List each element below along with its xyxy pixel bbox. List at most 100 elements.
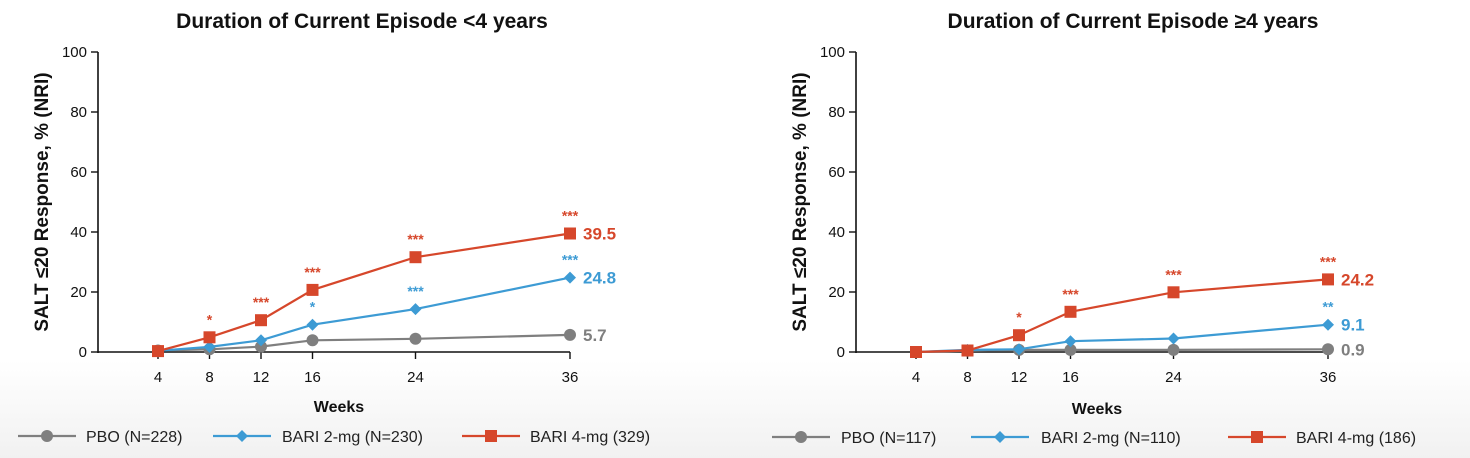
significance-marker: *** xyxy=(1165,266,1182,282)
data-point-square xyxy=(1167,286,1180,299)
x-tick-label: 8 xyxy=(963,369,971,386)
data-point-square xyxy=(1013,329,1025,342)
significance-marker: *** xyxy=(562,208,579,224)
data-point-circle xyxy=(306,334,319,347)
data-point-square xyxy=(1322,273,1334,286)
data-point-square xyxy=(255,314,267,327)
legend-band xyxy=(0,360,1470,458)
chart-title: Duration of Current Episode ≥4 years xyxy=(948,10,1319,33)
legend-item: PBO (N=228) xyxy=(18,429,182,446)
x-tick-label: 16 xyxy=(1062,369,1079,386)
end-value-label: 24.2 xyxy=(1341,270,1374,289)
y-tick-label: 60 xyxy=(70,164,87,181)
series-line xyxy=(157,232,571,353)
series-circle: 5.7 xyxy=(152,326,607,357)
significance-marker: * xyxy=(310,299,316,315)
data-point-circle xyxy=(1322,343,1334,356)
x-tick-label: 4 xyxy=(912,369,920,386)
significance-marker: ** xyxy=(1323,299,1334,315)
chart-title: Duration of Current Episode <4 years xyxy=(176,10,548,33)
y-tick-label: 40 xyxy=(70,224,87,241)
data-point-circle xyxy=(1064,343,1077,356)
legend-label: BARI 2-mg (N=230) xyxy=(282,429,423,446)
data-point-square xyxy=(910,346,922,358)
significance-marker: *** xyxy=(562,252,579,268)
data-point-diamond xyxy=(1322,318,1334,331)
data-point-circle xyxy=(564,328,576,341)
x-axis-label: Weeks xyxy=(314,399,365,416)
significance-marker: *** xyxy=(407,231,424,247)
data-point-diamond xyxy=(203,340,216,353)
legend: PBO (N=117) BARI 2-mg (N=110) BARI 4-mg (1… xyxy=(772,430,1416,447)
data-point-circle xyxy=(1167,343,1180,356)
data-point-square xyxy=(409,251,422,264)
y-tick-label: 20 xyxy=(70,284,87,301)
significance-marker: *** xyxy=(304,264,321,280)
data-point-diamond xyxy=(1013,343,1025,356)
x-tick-label: 36 xyxy=(562,369,579,386)
data-point-circle xyxy=(795,431,807,443)
x-tick-label: 4 xyxy=(154,369,162,386)
y-tick-label: 0 xyxy=(837,344,845,361)
x-tick-label: 12 xyxy=(253,369,270,386)
data-point-circle xyxy=(255,340,267,353)
x-tick-label: 36 xyxy=(1320,369,1337,386)
x-tick-label: 24 xyxy=(1165,369,1182,386)
data-point-diamond xyxy=(236,430,248,442)
y-tick-label: 20 xyxy=(828,284,845,301)
data-point-square xyxy=(203,331,216,344)
end-value-label: 0.9 xyxy=(1341,340,1365,359)
significance-marker: * xyxy=(207,311,213,327)
data-point-circle xyxy=(409,332,422,345)
legend-label: BARI 4-mg (186) xyxy=(1296,430,1416,447)
data-point-diamond xyxy=(409,303,422,316)
data-point-diamond xyxy=(255,334,267,347)
y-axis-label: SALT ≤20 Response, % (NRI) xyxy=(790,72,811,331)
y-tick-label: 100 xyxy=(820,44,845,61)
end-value-label: 39.5 xyxy=(583,225,616,244)
significance-marker: *** xyxy=(1320,253,1337,269)
y-tick-label: 40 xyxy=(828,224,845,241)
y-tick-label: 80 xyxy=(70,104,87,121)
data-point-diamond xyxy=(564,271,576,284)
data-point-square xyxy=(1251,431,1263,443)
data-point-diamond xyxy=(994,431,1006,443)
significance-marker: *** xyxy=(253,294,270,310)
data-point-diamond xyxy=(1167,332,1180,345)
series-diamond: *******24.8 xyxy=(152,252,616,357)
series-square: **********24.2 xyxy=(910,253,1374,358)
y-tick-label: 60 xyxy=(828,164,845,181)
y-tick-label: 0 xyxy=(79,344,87,361)
end-value-label: 9.1 xyxy=(1341,316,1365,335)
data-point-circle xyxy=(41,430,53,442)
y-axis-label: SALT ≤20 Response, % (NRI) xyxy=(32,72,53,331)
significance-marker: *** xyxy=(1062,286,1079,302)
data-point-square xyxy=(152,345,164,358)
data-point-diamond xyxy=(306,318,319,331)
series-line xyxy=(915,278,1329,354)
legend-label: PBO (N=117) xyxy=(841,430,936,447)
legend-label: BARI 4-mg (329) xyxy=(530,429,650,446)
legend-item: BARI 2-mg (N=230) xyxy=(213,429,423,446)
data-point-diamond xyxy=(1064,335,1077,348)
x-tick-label: 16 xyxy=(304,369,321,386)
data-point-square xyxy=(306,283,319,296)
legend-item: BARI 4-mg (329) xyxy=(462,429,650,446)
x-tick-label: 12 xyxy=(1011,369,1028,386)
x-axis-label: Weeks xyxy=(1072,401,1123,418)
significance-marker: *** xyxy=(407,283,424,299)
data-point-square xyxy=(961,344,974,357)
data-point-square xyxy=(1064,305,1077,318)
legend-label: PBO (N=228) xyxy=(86,429,182,446)
series-line xyxy=(157,276,571,352)
legend-item: BARI 2-mg (N=110) xyxy=(971,430,1181,447)
end-value-label: 24.8 xyxy=(583,269,616,288)
end-value-label: 5.7 xyxy=(583,326,607,345)
legend: PBO (N=228) BARI 2-mg (N=230) BARI 4-mg (3… xyxy=(18,429,650,446)
series-line xyxy=(157,333,571,352)
chart-panel-left: Duration of Current Episode <4 years 0 20 4… xyxy=(18,10,650,446)
x-tick-label: 24 xyxy=(407,369,424,386)
x-tick-label: 8 xyxy=(205,369,213,386)
series-square: *************39.5 xyxy=(152,208,616,358)
